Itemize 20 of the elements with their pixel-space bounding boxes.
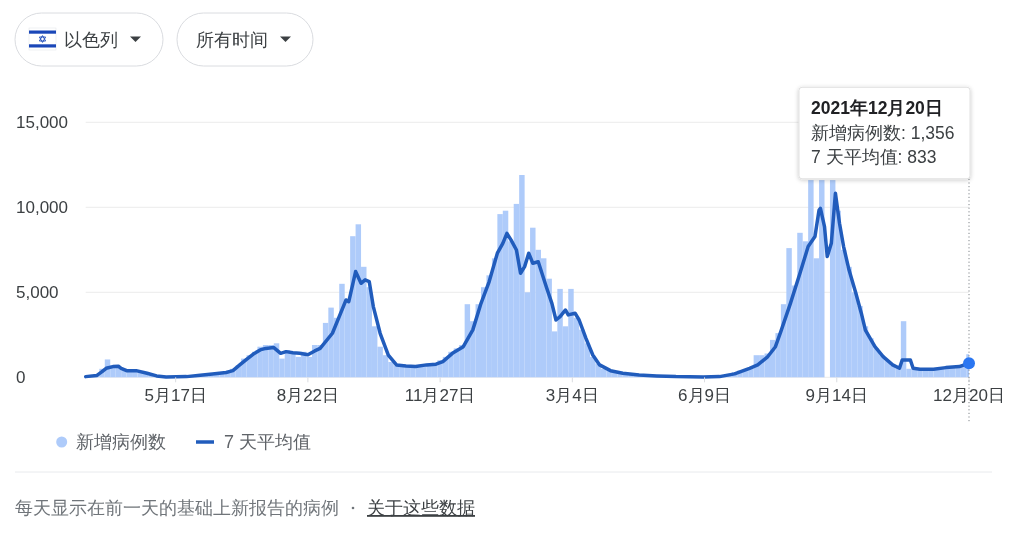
- legend-label: 新增病例数: [76, 432, 166, 453]
- x-tick-label: 3月4日: [545, 386, 599, 405]
- x-tick-label: 12月20日: [933, 386, 1005, 405]
- legend-label: 7 天平均值: [224, 432, 312, 453]
- text: 以色列: [64, 29, 118, 50]
- text: 关于这些数据: [367, 498, 475, 518]
- text: 每天显示在前一天的基础上新报告的病例: [15, 498, 339, 518]
- x-tick-label: 11月27日: [404, 386, 476, 405]
- x-tick-label: 6月9日: [678, 386, 732, 405]
- y-tick-label: 0: [16, 368, 26, 388]
- y-tick-label: 10,000: [16, 198, 68, 218]
- x-tick-label: 9月14日: [805, 386, 868, 405]
- y-tick-label: 5,000: [16, 283, 59, 303]
- annotation: 7 天平均值: 833: [810, 147, 937, 168]
- y-tick-label: 15,000: [16, 113, 68, 133]
- x-tick-label: 5月17日: [144, 386, 207, 405]
- x-tick-label: 8月22日: [276, 386, 340, 405]
- annotation: 新增病例数: 1,356: [810, 122, 955, 143]
- text: 所有时间: [196, 29, 268, 50]
- text: 2021年12月20日: [810, 98, 943, 119]
